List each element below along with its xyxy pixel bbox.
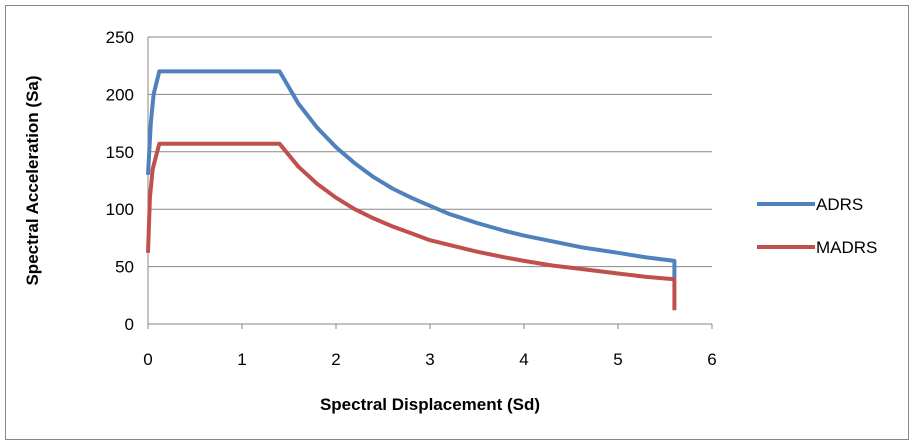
series-line-madrs <box>146 141 677 311</box>
x-axis-title: Spectral Displacement (Sd) <box>320 395 540 414</box>
y-tick-label: 200 <box>106 85 134 104</box>
series-line-adrs <box>146 69 677 279</box>
axes <box>147 37 712 325</box>
legend-label-madrs: MADRS <box>816 238 877 257</box>
y-tick-label: 100 <box>106 200 134 219</box>
x-tick-label: 1 <box>237 350 246 369</box>
x-tick-label: 0 <box>143 350 152 369</box>
x-tick-label: 6 <box>707 350 716 369</box>
x-tick-label: 2 <box>331 350 340 369</box>
series-lines <box>146 69 677 311</box>
y-tick-label: 0 <box>125 315 134 334</box>
y-axis-title: Spectral Acceleration (Sa) <box>23 75 42 285</box>
y-tick-label: 150 <box>106 143 134 162</box>
gridlines <box>147 36 713 329</box>
chart-area <box>5 5 909 440</box>
x-tick-label: 4 <box>519 350 528 369</box>
legend: ADRS MADRS <box>757 195 877 257</box>
tick-labels: 0 50 100 150 200 250 0 1 2 3 4 5 6 <box>106 28 717 369</box>
y-tick-label: 50 <box>115 258 134 277</box>
x-tick-label: 5 <box>613 350 622 369</box>
legend-label-adrs: ADRS <box>816 195 863 214</box>
y-tick-label: 250 <box>106 28 134 47</box>
x-tick-label: 3 <box>425 350 434 369</box>
